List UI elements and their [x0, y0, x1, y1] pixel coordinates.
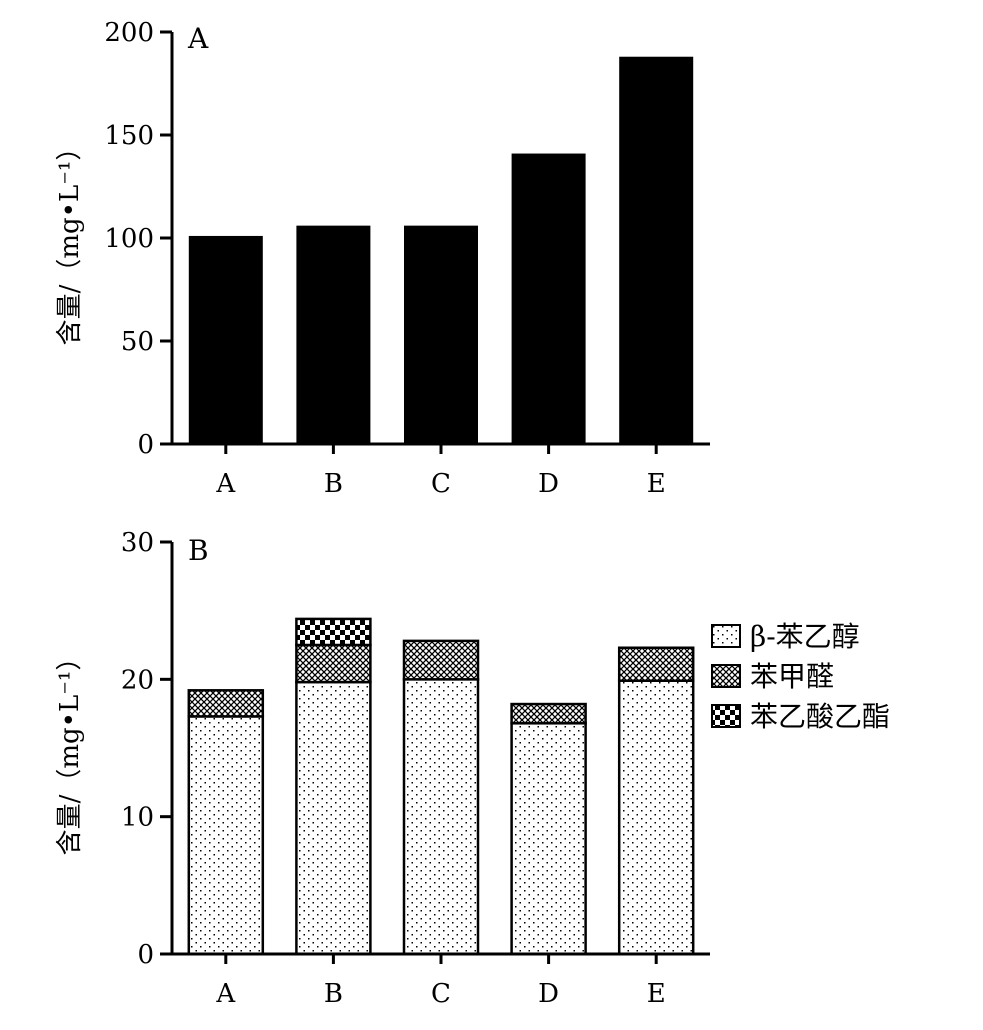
- bar-segment: [295, 680, 372, 956]
- legend-swatch: [711, 624, 741, 648]
- bar-segment: [617, 646, 695, 682]
- y-tick-label: 10: [121, 803, 154, 833]
- bar-segment: [617, 679, 695, 956]
- bar-segment: [295, 643, 372, 684]
- x-tick-label: B: [324, 469, 343, 499]
- y-tick-label: 150: [104, 121, 154, 151]
- legend-swatch: [711, 704, 741, 728]
- panel-label-b: B: [188, 534, 209, 567]
- bar-segment: [402, 639, 480, 681]
- bars-a: [188, 56, 694, 445]
- x-tick-label: A: [215, 979, 236, 1009]
- legend-label: β-苯乙醇: [750, 620, 860, 653]
- y-tick-label: 20: [121, 665, 154, 695]
- panel-label-a: A: [187, 22, 209, 55]
- y-ticks-a: 0 50 100 150 200: [104, 18, 172, 460]
- x-tick-label: E: [647, 979, 666, 1009]
- bar: [296, 225, 371, 444]
- y-tick-label: 100: [104, 224, 154, 254]
- x-tick-label: D: [538, 469, 559, 499]
- x-tick-label: A: [215, 469, 236, 499]
- x-tick-label: E: [647, 469, 666, 499]
- bar: [511, 153, 586, 445]
- bar-segment: [510, 702, 587, 725]
- y-ticks-b: 0 10 20 30: [121, 528, 172, 970]
- legend-label: 苯乙酸乙酯: [750, 700, 890, 733]
- y-axis-label-b: 含量/（mg•L⁻¹）: [55, 645, 85, 856]
- bars-b: [187, 617, 695, 956]
- x-tick-label: B: [324, 979, 343, 1009]
- bar-segment: [295, 617, 372, 647]
- x-tick-label: C: [431, 979, 451, 1009]
- bar-segment: [402, 678, 480, 956]
- legend-item: 苯乙酸乙酯: [711, 700, 890, 733]
- x-ticks-b: A B C D E: [215, 954, 666, 1009]
- panel-a: A 含量/（mg•L⁻¹） 0 50 100 150 200 A B C D E: [55, 18, 710, 499]
- y-tick-label: 200: [104, 18, 154, 48]
- legend-item: 苯甲醛: [711, 660, 834, 693]
- legend-swatch: [711, 664, 741, 688]
- bar: [619, 56, 694, 444]
- legend-label: 苯甲醛: [750, 660, 834, 693]
- y-tick-label: 0: [137, 430, 154, 460]
- bar-segment: [187, 689, 265, 718]
- y-tick-label: 0: [137, 940, 154, 970]
- bar: [404, 225, 478, 444]
- y-tick-label: 30: [121, 528, 154, 558]
- bar-segment: [510, 722, 587, 956]
- y-tick-label: 50: [121, 327, 154, 357]
- x-tick-label: C: [431, 469, 451, 499]
- y-axis-label-a: 含量/（mg•L⁻¹）: [55, 135, 85, 346]
- legend-item: β-苯乙醇: [711, 620, 860, 653]
- panel-b: B 含量/（mg•L⁻¹） 0 10 20 30 A B C D E β-苯乙醇苯甲醛苯乙酸乙…: [55, 528, 890, 1009]
- x-tick-label: D: [538, 979, 559, 1009]
- bar-segment: [187, 715, 265, 956]
- bar: [188, 235, 263, 444]
- x-ticks-a: A B C D E: [215, 444, 666, 499]
